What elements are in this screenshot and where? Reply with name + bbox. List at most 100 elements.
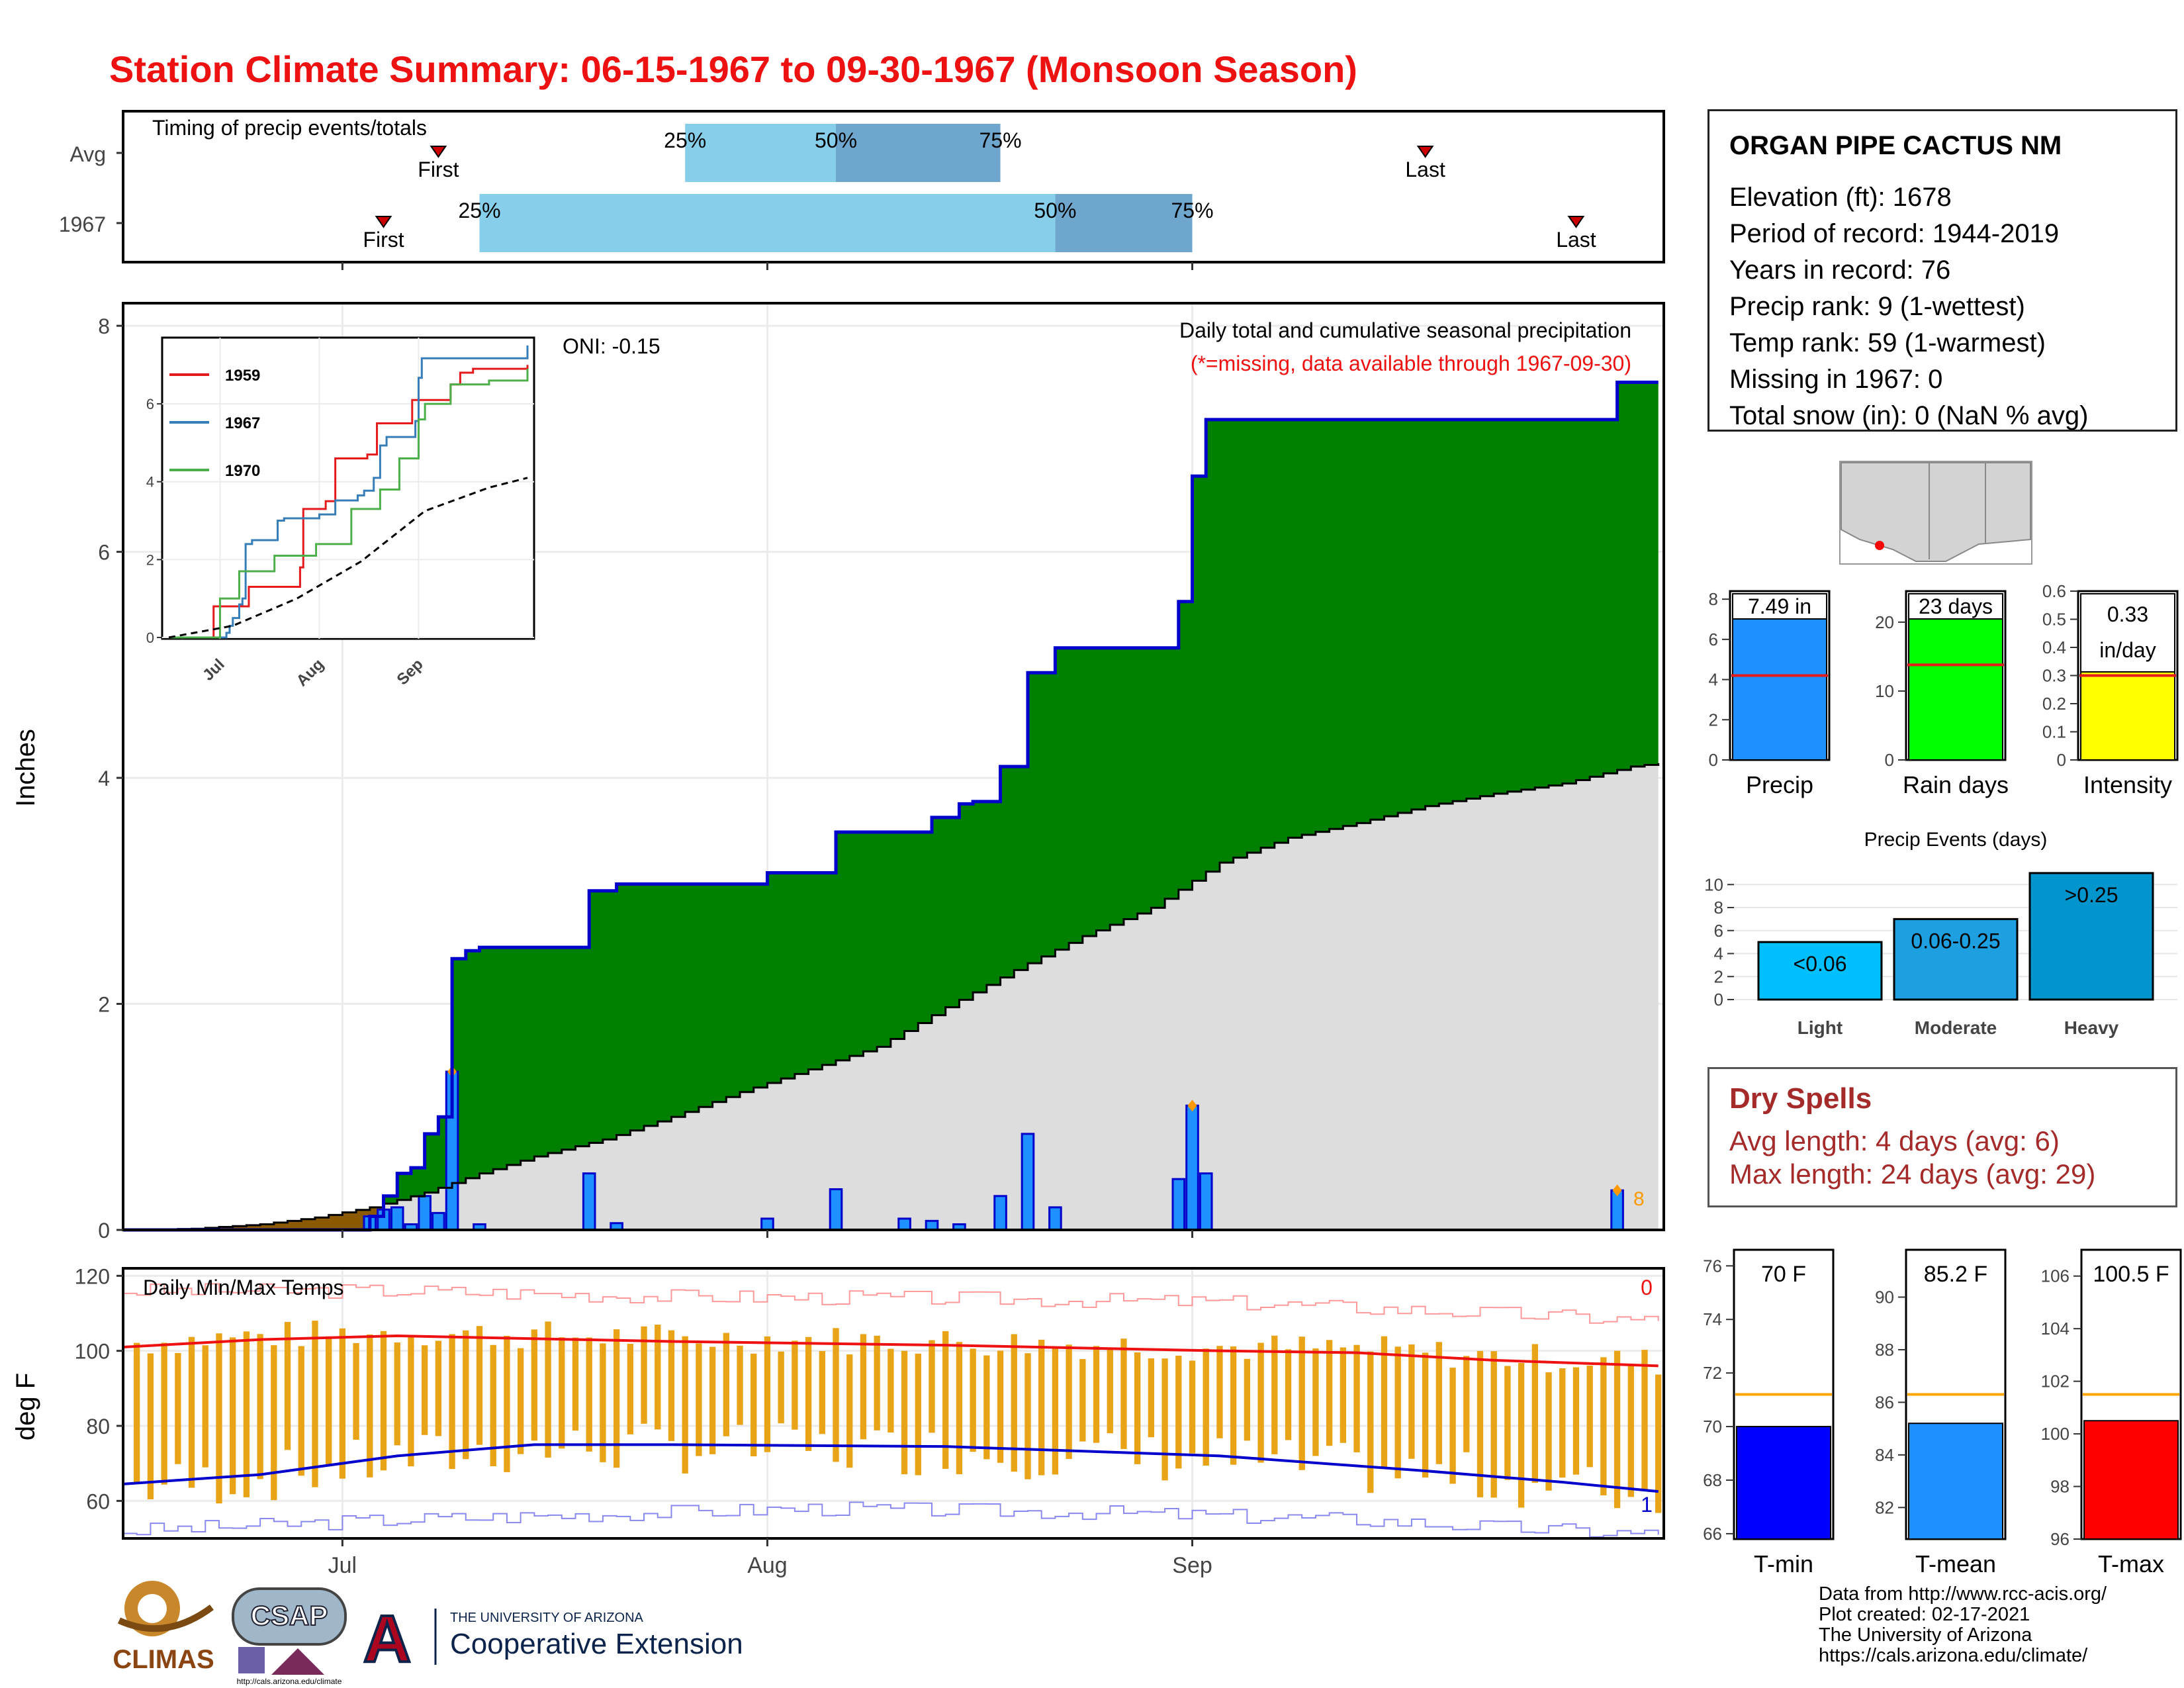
daily-temp-bar xyxy=(1655,1374,1662,1513)
timing-last-marker xyxy=(1416,146,1434,158)
events-bar xyxy=(1893,917,2019,1001)
daily-temp-bar xyxy=(627,1343,633,1434)
daily-temp-bar xyxy=(188,1336,195,1488)
daily-temp-bar xyxy=(1490,1351,1497,1498)
daily-temp-bar xyxy=(298,1346,304,1476)
timing-row-1967-label: 1967 xyxy=(59,212,106,236)
ua-logo: A THE UNIVERSITY OF ARIZONA Cooperative … xyxy=(362,1601,743,1677)
daily-precip-bar xyxy=(1048,1206,1062,1231)
daily-temp-bar xyxy=(134,1342,140,1484)
summary-bar xyxy=(1908,1423,2003,1540)
timing-q50-label: 50% xyxy=(1034,199,1076,222)
daily-temp-bar xyxy=(915,1353,921,1476)
temp-summary-value: 85.2 F xyxy=(1924,1262,1987,1287)
events-y-tick-label: 8 xyxy=(1714,898,1723,917)
record-min-line xyxy=(123,1501,1659,1538)
summary-y-tick-label: 0 xyxy=(1885,750,1894,770)
timing-last-label: Last xyxy=(1556,228,1596,252)
daily-temp-bar xyxy=(819,1350,825,1434)
daily-precip-bar xyxy=(829,1188,843,1231)
summary-y-tick-label: 8 xyxy=(1709,589,1718,609)
summary-y-tick-label: 76 xyxy=(1703,1256,1722,1276)
daily-precip-bar xyxy=(1199,1172,1213,1231)
daily-temp-bar xyxy=(792,1340,798,1430)
precip-y-tick-label: 4 xyxy=(98,767,110,790)
daily-temp-bar xyxy=(833,1328,839,1462)
credit-line: https://cals.arizona.edu/climate/ xyxy=(1819,1645,2088,1666)
temp-panel-label: Daily Min/Max Temps xyxy=(143,1276,343,1299)
daily-precip-bar xyxy=(1021,1133,1035,1231)
oni-value: ONI: -0.15 xyxy=(563,334,660,358)
timing-bar-upper xyxy=(836,124,1001,182)
summary-value-box xyxy=(1908,593,2003,620)
daily-precip-bar xyxy=(1171,1178,1186,1231)
daily-temp-bar xyxy=(860,1334,867,1440)
summary-bar xyxy=(1732,608,1827,761)
daily-precip-bar xyxy=(897,1217,911,1231)
events-x-label: Heavy xyxy=(2064,1017,2119,1038)
inset-y-tick-label: 2 xyxy=(146,551,154,568)
summary-value-box xyxy=(2080,593,2175,673)
daily-temp-bar xyxy=(586,1337,592,1452)
daily-precip-bar xyxy=(925,1219,939,1231)
station-name: ORGAN PIPE CACTUS NM xyxy=(1729,131,2062,160)
inset-series-1967 xyxy=(169,345,529,639)
daily-temp-bar xyxy=(1011,1334,1017,1472)
timing-last-label: Last xyxy=(1405,158,1445,181)
events-bar xyxy=(2028,872,2154,1001)
daily-temp-bar xyxy=(600,1343,606,1462)
summary-value-text: in/day xyxy=(2099,638,2156,662)
daily-temp-bar xyxy=(901,1350,908,1475)
daily-temp-bar xyxy=(257,1334,263,1479)
summary-y-tick-label: 68 xyxy=(1703,1470,1722,1490)
inset-y-tick-label: 0 xyxy=(146,630,154,646)
events-y-tick-label: 0 xyxy=(1714,990,1723,1009)
daily-temp-bar xyxy=(1408,1344,1415,1459)
daily-temp-bar xyxy=(202,1345,208,1468)
daily-temp-bar xyxy=(942,1331,949,1469)
daily-temp-bar xyxy=(1298,1336,1305,1470)
summary-y-tick-label: 102 xyxy=(2041,1372,2070,1391)
svg-text:CSAP: CSAP xyxy=(251,1600,328,1631)
temp-panel: deg F Daily Min/Max Temps 0 1 60 80 100 120… xyxy=(11,1264,1665,1578)
daily-temp-bar xyxy=(1148,1358,1155,1438)
temp-x-tick-label: Jul xyxy=(328,1553,357,1578)
precip-y-tick-label: 8 xyxy=(98,314,110,338)
summary-y-tick-label: 84 xyxy=(1875,1445,1894,1465)
daily-temp-bar xyxy=(504,1335,510,1472)
temp-y-tick-label: 80 xyxy=(86,1415,110,1438)
summary-y-tick-label: 6 xyxy=(1709,630,1718,649)
summary-y-tick-label: 74 xyxy=(1703,1309,1722,1329)
avg-min-line xyxy=(122,1443,1659,1493)
inset-series-avg xyxy=(168,477,528,639)
daily-temp-bar xyxy=(929,1340,935,1433)
summary-y-tick-label: 106 xyxy=(2041,1266,2070,1286)
daily-temp-bar xyxy=(312,1321,318,1487)
daily-temp-bar xyxy=(572,1337,579,1431)
timing-first-label: First xyxy=(363,228,404,252)
summary-y-tick-label: 82 xyxy=(1875,1497,1894,1517)
temp-y-tick-label: 100 xyxy=(75,1340,110,1364)
temp-y-tick-label: 60 xyxy=(86,1489,110,1513)
daily-temp-bar xyxy=(1024,1353,1031,1479)
csap-logo: CSAP http://cals.arizona.edu/climate xyxy=(232,1587,347,1686)
daily-temp-bar xyxy=(1285,1349,1292,1440)
summary-y-tick-label: 0.6 xyxy=(2042,581,2066,601)
dry-spells-title: Dry Spells xyxy=(1729,1082,1872,1115)
precip-end-label: 8 xyxy=(1633,1188,1645,1210)
inset-series-1959 xyxy=(169,365,529,639)
summary-y-tick-label: 98 xyxy=(2050,1477,2070,1497)
summary-y-tick-label: 0.1 xyxy=(2042,722,2066,742)
timing-q25-label: 25% xyxy=(458,199,500,222)
temp-x-tick-label: Aug xyxy=(747,1553,788,1578)
dry-spells-avg: Avg length: 4 days (avg: 6) xyxy=(1729,1125,2060,1156)
daily-temp-bar xyxy=(1189,1360,1196,1454)
daily-temp-bar xyxy=(983,1355,990,1460)
summary-bar-label: Rain days xyxy=(1903,771,2009,798)
record-max-line xyxy=(123,1283,1659,1324)
summary-y-tick-label: 96 xyxy=(2050,1529,2070,1549)
precip-flag-marker xyxy=(1612,1184,1622,1197)
summary-bar-label: Intensity xyxy=(2083,771,2172,798)
daily-temp-bar xyxy=(764,1336,771,1452)
events-bar xyxy=(1757,941,1883,1001)
